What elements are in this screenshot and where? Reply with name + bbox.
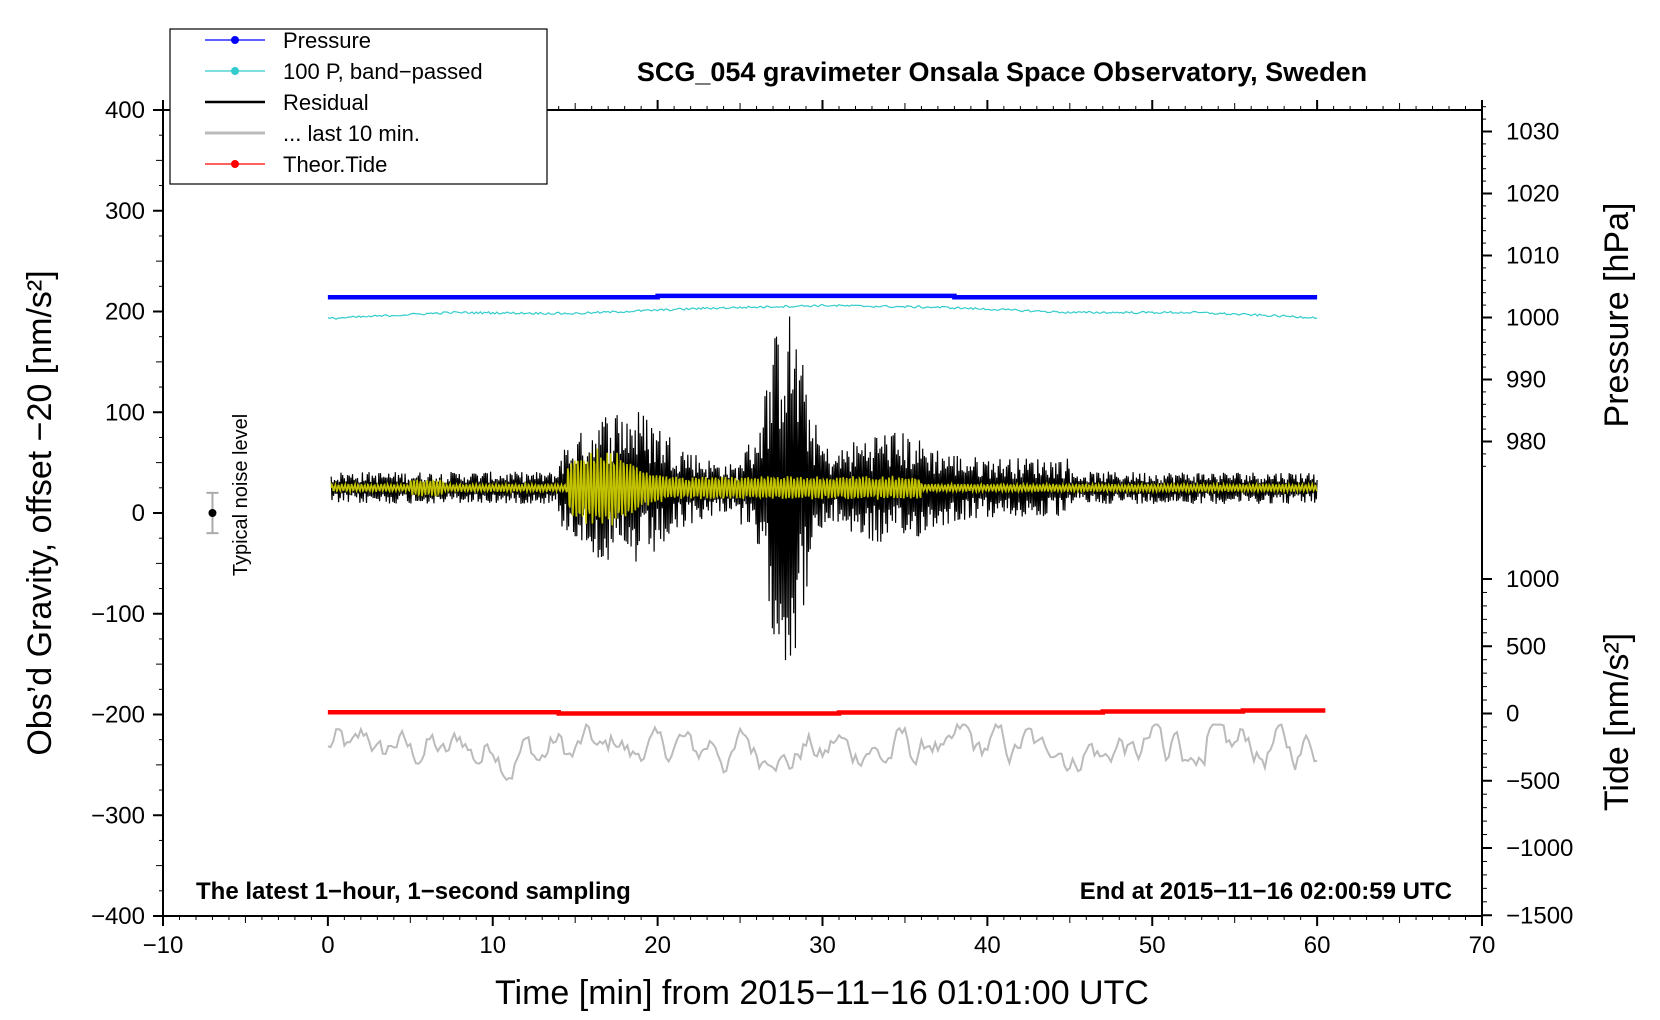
x-tick-label: −10 <box>143 932 184 959</box>
y-axis-label-pressure: Pressure [hPa] <box>1598 203 1636 428</box>
legend-label: 100 P, band−passed <box>283 59 483 84</box>
tide-axis-ticks: 1000 500 0 −500 −1000 −1500 <box>1482 566 1573 929</box>
tide-tick-label: −1000 <box>1506 835 1573 862</box>
y-axis-label-tide: Tide [nm/s²] <box>1598 633 1636 811</box>
tide-tick-label: 500 <box>1506 633 1546 660</box>
pressure-tick-label: 1030 <box>1506 119 1559 146</box>
noise-label: Typical noise level <box>230 414 252 576</box>
y-tick-label: 200 <box>105 299 145 326</box>
y-tick-label: −100 <box>91 601 145 628</box>
pressure-tick-label: 980 <box>1506 429 1546 456</box>
x-axis-label: Time [min] from 2015−11−16 01:01:00 UTC <box>495 974 1149 1012</box>
y-tick-label: −200 <box>91 702 145 729</box>
series-theor-tide <box>327 708 1326 716</box>
annotation-right: End at 2015−11−16 02:00:59 UTC <box>1080 878 1452 905</box>
x-tick-label: 40 <box>974 932 1001 959</box>
legend-box <box>169 28 548 185</box>
pressure-tick-label: 1020 <box>1506 181 1559 208</box>
y-axis-label-left: Obs’d Gravity, offset −20 [nm/s²] <box>21 270 59 755</box>
x-tick-label: 0 <box>321 932 334 959</box>
annotation-left: The latest 1−hour, 1−second sampling <box>196 878 631 905</box>
series-pressure-bandpassed <box>327 303 1318 320</box>
y-tick-label: −400 <box>91 903 145 930</box>
x-tick-label: 60 <box>1304 932 1331 959</box>
legend-label: Pressure <box>283 28 371 53</box>
tide-tick-label: 1000 <box>1506 566 1559 593</box>
legend: Pressure 100 P, band−passed Residual ... la… <box>169 28 548 185</box>
legend-marker <box>231 36 239 44</box>
noise-indicator: Typical noise level <box>206 414 252 576</box>
y-tick-label: 400 <box>105 97 145 124</box>
legend-label: ... last 10 min. <box>283 121 420 146</box>
x-tick-label: 50 <box>1139 932 1166 959</box>
tide-tick-label: −1500 <box>1506 902 1573 929</box>
pressure-axis-ticks: 1030 1020 1010 1000 990 980 <box>1482 106 1559 467</box>
x-tick-label: 30 <box>809 932 836 959</box>
chart-title: SCG_054 gravimeter Onsala Space Observat… <box>637 57 1367 87</box>
plot-frame <box>162 109 1483 917</box>
x-tick-label: 20 <box>644 932 671 959</box>
series-last-10-min <box>327 722 1318 782</box>
x-tick-label: 10 <box>479 932 506 959</box>
pressure-tick-label: 1000 <box>1506 305 1559 332</box>
pressure-tick-label: 1010 <box>1506 243 1559 270</box>
series-residual <box>330 316 1318 661</box>
y-tick-label: −300 <box>91 802 145 829</box>
pressure-tick-label: 990 <box>1506 367 1546 394</box>
noise-point <box>208 509 217 517</box>
series-residual-bandpassed <box>330 448 1318 526</box>
legend-label: Residual <box>283 90 369 115</box>
legend-label: Theor.Tide <box>283 152 387 177</box>
tide-tick-label: −500 <box>1506 768 1560 795</box>
y-axis-ticks: 400 300 200 100 0 −100 −200 −300 −400 <box>91 97 163 930</box>
x-axis-ticks: −10 0 10 20 30 40 50 60 70 <box>143 100 1496 959</box>
series-pressure <box>327 293 1318 300</box>
y-tick-label: 0 <box>132 500 145 527</box>
tide-tick-label: 0 <box>1506 701 1519 728</box>
legend-marker <box>231 67 239 75</box>
y-tick-label: 300 <box>105 198 145 225</box>
y-tick-label: 100 <box>105 399 145 426</box>
series-layer <box>327 293 1326 782</box>
legend-marker <box>231 160 239 168</box>
x-tick-label: 70 <box>1469 932 1496 959</box>
